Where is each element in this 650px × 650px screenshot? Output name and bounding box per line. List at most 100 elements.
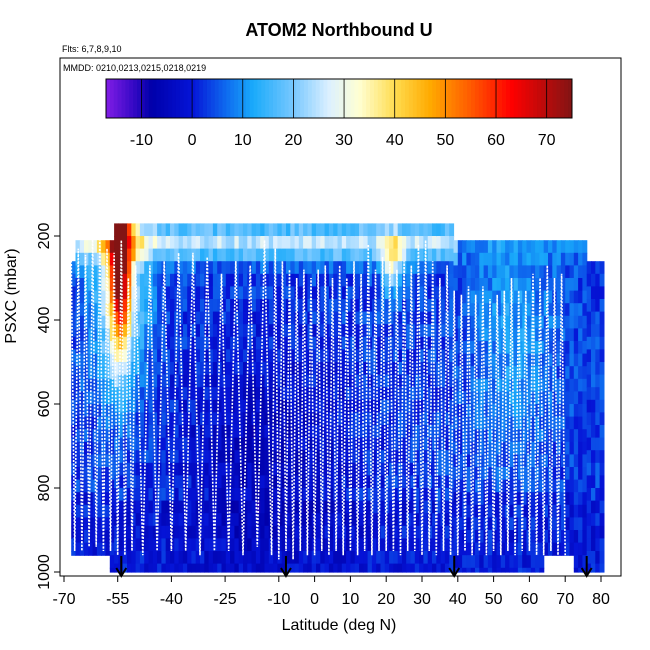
heatmap-cell xyxy=(578,378,583,392)
heatmap-cell xyxy=(208,336,214,350)
heatmap-cell xyxy=(221,425,227,439)
heatmap-cell xyxy=(234,299,240,313)
heatmap-cell xyxy=(328,223,334,237)
heatmap-cell xyxy=(341,538,347,552)
heatmap-cell xyxy=(591,387,596,401)
heatmap-cell xyxy=(324,261,330,275)
heatmap-cell xyxy=(324,525,330,539)
heatmap-cell xyxy=(419,425,424,439)
heatmap-cell xyxy=(101,479,107,493)
heatmap-cell xyxy=(148,500,154,514)
heatmap-cell xyxy=(367,374,373,388)
heatmap-cell xyxy=(273,475,278,489)
heatmap-cell xyxy=(466,315,472,329)
heatmap-cell xyxy=(204,525,210,539)
heatmap-cell xyxy=(71,336,77,350)
heatmap-cell xyxy=(217,248,223,262)
heatmap-cell xyxy=(380,362,386,376)
heatmap-cell xyxy=(354,299,360,313)
heatmap-cell xyxy=(367,500,373,514)
heatmap-cell xyxy=(251,223,257,237)
heatmap-cell xyxy=(410,261,416,275)
heatmap-cell xyxy=(230,513,235,527)
heatmap-cell xyxy=(586,538,592,552)
heatmap-cell xyxy=(414,475,420,489)
colorbar-cell xyxy=(505,79,511,118)
heatmap-cell xyxy=(393,500,399,514)
heatmap-cell xyxy=(376,412,382,426)
heatmap-cell xyxy=(328,236,334,250)
heatmap-cell xyxy=(414,437,420,451)
heatmap-cell xyxy=(212,362,218,376)
heatmap-cell xyxy=(462,404,467,418)
heatmap-cell xyxy=(337,248,343,262)
heatmap-cell xyxy=(591,437,596,451)
heatmap-cell xyxy=(251,551,257,565)
heatmap-cell xyxy=(281,538,287,552)
heatmap-cell xyxy=(487,353,493,367)
heatmap-cell xyxy=(500,391,506,405)
heatmap-cell xyxy=(552,542,558,556)
heatmap-cell xyxy=(114,500,119,514)
heatmap-cell xyxy=(573,542,579,556)
heatmap-cell xyxy=(290,299,296,313)
heatmap-cell xyxy=(243,349,248,363)
heatmap-cell xyxy=(479,555,485,569)
heatmap-cell xyxy=(500,530,506,544)
heatmap-cell xyxy=(427,236,433,250)
colorbar-cell xyxy=(498,79,503,118)
heatmap-cell xyxy=(397,425,403,439)
heatmap-cell xyxy=(328,261,334,275)
heatmap-cell xyxy=(127,412,132,426)
heatmap-cell xyxy=(294,525,300,539)
colorbar-cell xyxy=(350,79,356,118)
heatmap-cell xyxy=(204,425,210,439)
heatmap-cell xyxy=(496,530,502,544)
heatmap-cell xyxy=(96,290,102,304)
heatmap-cell xyxy=(187,563,193,573)
heatmap-cell xyxy=(178,425,184,439)
heatmap-cell xyxy=(221,223,227,237)
heatmap-cell xyxy=(466,479,472,493)
heatmap-cell xyxy=(268,425,274,439)
heatmap-cell xyxy=(122,462,128,476)
heatmap-cell xyxy=(71,425,77,439)
heatmap-cell xyxy=(479,404,485,418)
heatmap-cell xyxy=(453,240,459,254)
heatmap-cell xyxy=(389,399,394,413)
heatmap-cell xyxy=(96,265,102,279)
heatmap-cell xyxy=(573,530,579,544)
heatmap-cell xyxy=(208,311,214,325)
heatmap-cell xyxy=(432,336,437,350)
heatmap-cell xyxy=(144,538,150,552)
heatmap-cell xyxy=(591,488,596,502)
heatmap-cell xyxy=(333,273,339,287)
heatmap-cell xyxy=(492,366,498,380)
heatmap-cell xyxy=(71,273,77,287)
heatmap-cell xyxy=(513,416,519,430)
heatmap-cell xyxy=(569,303,575,317)
heatmap-cell xyxy=(509,378,515,392)
heatmap-cell xyxy=(174,223,180,237)
heatmap-cell xyxy=(139,551,145,565)
heatmap-cell xyxy=(96,467,102,481)
heatmap-cell xyxy=(92,391,98,405)
heatmap-cell xyxy=(238,412,244,426)
heatmap-cell xyxy=(436,273,442,287)
heatmap-cell xyxy=(217,223,223,237)
heatmap-cell xyxy=(157,488,162,502)
heatmap-cell xyxy=(225,399,231,413)
heatmap-cell xyxy=(483,467,489,481)
heatmap-cell xyxy=(131,563,137,573)
heatmap-cell xyxy=(483,454,489,468)
heatmap-cell xyxy=(294,399,300,413)
heatmap-cell xyxy=(320,462,326,476)
heatmap-cell xyxy=(174,450,180,464)
heatmap-cell xyxy=(492,441,498,455)
heatmap-cell xyxy=(509,555,515,569)
heatmap-cell xyxy=(324,248,330,262)
heatmap-cell xyxy=(75,542,81,556)
heatmap-cell xyxy=(303,563,308,573)
heatmap-cell xyxy=(268,336,274,350)
heatmap-cell xyxy=(354,437,360,451)
